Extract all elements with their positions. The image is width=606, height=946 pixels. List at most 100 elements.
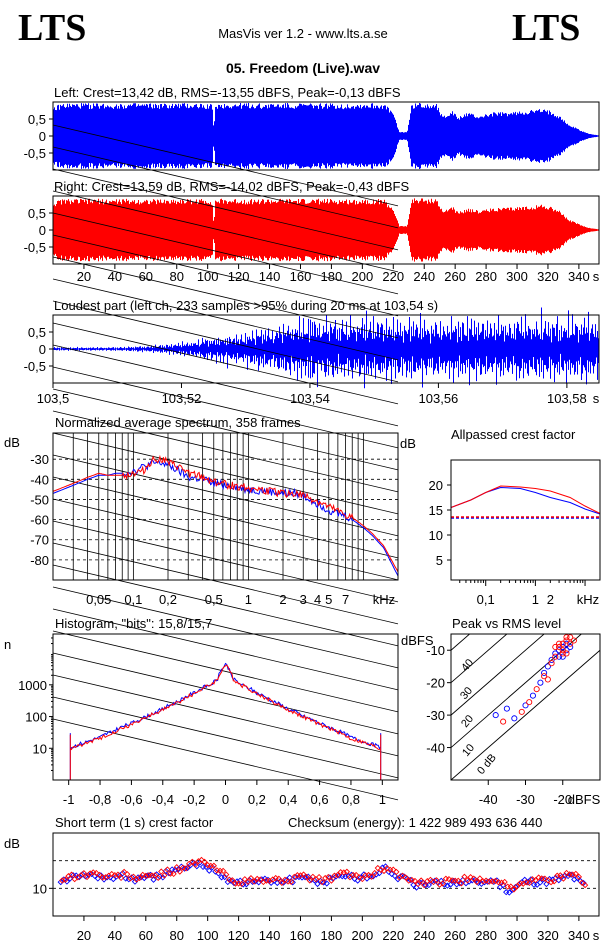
crest-point bbox=[162, 867, 170, 875]
peakrms-diagonal-line bbox=[451, 649, 600, 780]
peakrms-point bbox=[548, 660, 555, 667]
crest-xtick-label: 260 bbox=[444, 928, 466, 943]
spectrum-diagonal-line bbox=[52, 674, 399, 757]
crest-point bbox=[526, 879, 533, 887]
crest-point bbox=[353, 871, 360, 879]
loudest-ytick-label: 0,5 bbox=[28, 325, 46, 340]
crest-point bbox=[513, 883, 521, 890]
peakrms-point bbox=[555, 643, 563, 651]
crest-point bbox=[303, 873, 310, 881]
peakrms-ytick-label: -40 bbox=[426, 741, 445, 756]
peakrms-xtick-label: -40 bbox=[479, 792, 498, 807]
crest-point bbox=[117, 874, 125, 882]
crest-xtick-label: 280 bbox=[475, 928, 497, 943]
crest-point bbox=[391, 872, 398, 880]
right-xtick-label: 20 bbox=[77, 269, 91, 284]
crest-point bbox=[193, 863, 200, 870]
peakrms-diagonal-label: 40 bbox=[459, 657, 476, 674]
peakrms-diagonal-label: 30 bbox=[458, 685, 475, 702]
crest-point bbox=[371, 869, 378, 877]
spectrum-diagonal-line bbox=[52, 366, 399, 449]
crest-point bbox=[557, 872, 564, 879]
crest-point bbox=[247, 875, 255, 882]
spectrum-xtick-label: 3 bbox=[300, 592, 307, 607]
right-xtick-label: 280 bbox=[475, 269, 497, 284]
crest-point bbox=[578, 879, 586, 886]
crest-point bbox=[210, 862, 217, 869]
histogram-xtick-label: 1 bbox=[379, 792, 386, 807]
spectrum-diagonal-line bbox=[52, 300, 399, 383]
allpass-xtick-label: 1 bbox=[532, 592, 539, 607]
histogram-xtick-label: -0,6 bbox=[120, 792, 142, 807]
crest-point bbox=[244, 878, 252, 885]
crest-point bbox=[297, 872, 304, 879]
crest-point bbox=[455, 877, 462, 884]
crest-point bbox=[318, 878, 326, 886]
crest-point bbox=[111, 872, 119, 879]
left-title: Left: Crest=13,42 dB, RMS=-13,55 dBFS, P… bbox=[54, 85, 401, 100]
spectrum-diagonals bbox=[52, 124, 399, 801]
crest-point bbox=[229, 877, 236, 884]
crest-point bbox=[411, 877, 419, 885]
peakrms-diagonal-line bbox=[451, 634, 583, 749]
crest-point bbox=[359, 875, 366, 883]
crest-point bbox=[113, 873, 120, 880]
right-ytick-label: 0 bbox=[39, 223, 46, 238]
crest-point bbox=[258, 876, 265, 883]
spectrum-diagonal-line bbox=[52, 344, 399, 427]
crest-xtick-label: 240 bbox=[413, 928, 435, 943]
crest-xtick-label: 80 bbox=[170, 928, 184, 943]
logo-left: LTS bbox=[18, 7, 87, 49]
crest-point bbox=[365, 871, 372, 879]
peakrms-point bbox=[570, 637, 577, 644]
loudest-xtick-label: 103,56 bbox=[419, 391, 459, 406]
crest-point bbox=[182, 865, 190, 872]
peakrms-ytick-label: -30 bbox=[426, 708, 445, 723]
crest-point bbox=[342, 873, 349, 880]
crest-point bbox=[309, 873, 316, 880]
spectrum-diagonal-line bbox=[52, 388, 399, 471]
spectrum-diagonal-line bbox=[52, 520, 399, 603]
crest-point bbox=[306, 877, 313, 884]
crest-point bbox=[66, 875, 74, 882]
peakrms-point bbox=[563, 640, 570, 647]
histogram-ytick-label: 10 bbox=[33, 741, 47, 756]
peakrms-point bbox=[563, 647, 570, 654]
peakrms-point bbox=[567, 643, 574, 651]
crest-point bbox=[475, 879, 482, 887]
histogram-ylabel: n bbox=[4, 637, 11, 652]
spectrum-diagonal-line bbox=[52, 124, 399, 207]
right-title: Right: Crest=13,59 dB, RMS=-14,02 dBFS, … bbox=[54, 179, 409, 194]
crest-point bbox=[332, 873, 340, 880]
right-xtick-label: 320 bbox=[537, 269, 559, 284]
crest-point bbox=[288, 878, 295, 885]
crest-point bbox=[322, 874, 329, 882]
allpass-xtick-label: 0,1 bbox=[477, 592, 495, 607]
crest-point bbox=[540, 876, 547, 883]
crest-point bbox=[176, 868, 183, 875]
crest-point bbox=[164, 866, 171, 873]
peakrms-point bbox=[555, 647, 563, 654]
right-xtick-label: 300 bbox=[506, 269, 528, 284]
crest-point bbox=[441, 881, 448, 888]
spectrum-diagonal-line bbox=[52, 256, 399, 339]
right-xtick-label: 60 bbox=[139, 269, 153, 284]
spectrum-xtick-label: 2 bbox=[279, 592, 286, 607]
right-xtick-label: 160 bbox=[290, 269, 312, 284]
crest-checksum: Checksum (energy): 1 422 989 493 636 440 bbox=[288, 815, 542, 830]
histogram-ytick-label: 100 bbox=[25, 710, 47, 725]
spectrum-xtick-label: 5 bbox=[325, 592, 332, 607]
peakrms-point bbox=[559, 650, 566, 657]
crest-point bbox=[325, 873, 332, 881]
crest-point bbox=[447, 881, 454, 888]
crest-point bbox=[544, 877, 552, 884]
peakrms-point bbox=[563, 650, 570, 657]
peakrms-point bbox=[526, 699, 533, 706]
crest-point bbox=[130, 873, 137, 880]
crest-xtick-label: 320 bbox=[537, 928, 559, 943]
allpass-ytick-label: 15 bbox=[429, 503, 443, 518]
peakrms-point bbox=[559, 653, 566, 660]
crest-point bbox=[257, 876, 264, 883]
loudest-plot bbox=[53, 307, 599, 389]
spectrum-xunit: kHz bbox=[373, 592, 395, 607]
